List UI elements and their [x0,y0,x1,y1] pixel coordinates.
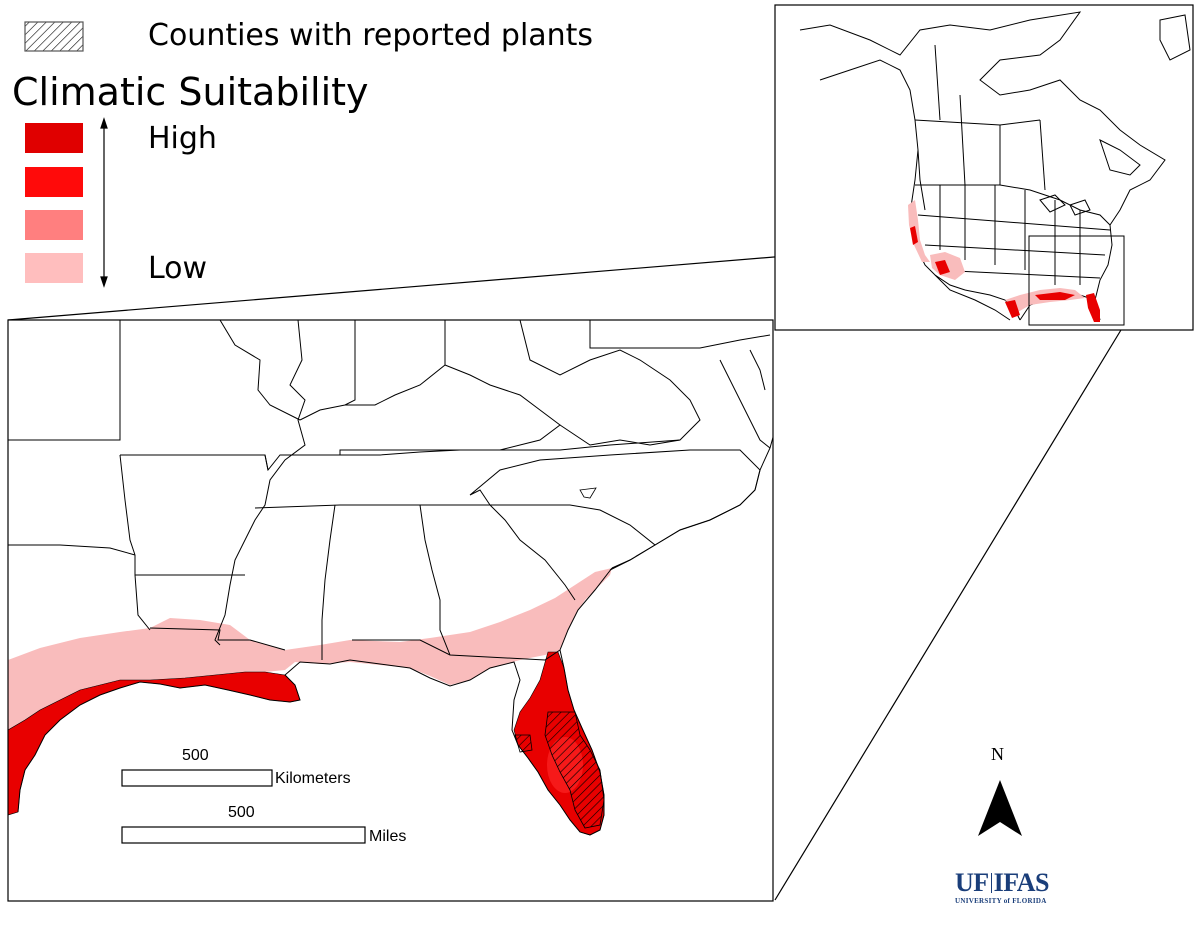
legend-swatch-low [25,253,83,283]
low-suitability-zone [8,568,612,730]
uf-ifas-logo: UF IFAS UNIVERSITY of FLORIDA [955,870,1065,905]
scale-mi-unit: Miles [369,828,407,845]
legend-title: Climatic Suitability [12,70,369,114]
suitability-arrow [100,117,108,288]
inset-suitability [908,200,1100,322]
gulf-coastline [17,567,613,836]
logo-ifas: IFAS [993,868,1050,897]
hatched-counties [544,711,605,829]
inset-map-frame [774,4,1194,331]
legend-swatch-high [25,167,83,197]
atlantic-coastline [611,435,773,569]
logo-subtitle: UNIVERSITY of FLORIDA [955,897,1047,905]
north-label: N [991,744,1004,764]
legend-low-label: Low [148,251,208,286]
north-arrow-icon [978,780,1022,836]
scale-mi-value: 500 [228,804,255,821]
legend-swatch-medium [25,210,83,240]
state-boundaries [8,320,771,661]
inset-extent-box [1028,235,1125,326]
main-map-frame [7,319,774,902]
legend-high-label: High [148,121,217,156]
logo-uf: UF [955,868,989,897]
inset-map [775,5,1193,330]
hatch-swatch [24,21,84,52]
legend-swatch-very-high [25,123,83,153]
scale-bar-miles [121,826,366,844]
scale-bar-km [121,769,273,787]
scale-km-value: 500 [182,747,209,764]
scale-km-unit: Kilometers [275,770,351,787]
main-map [8,320,773,901]
legend-county-label: Counties with reported plants [148,18,594,53]
